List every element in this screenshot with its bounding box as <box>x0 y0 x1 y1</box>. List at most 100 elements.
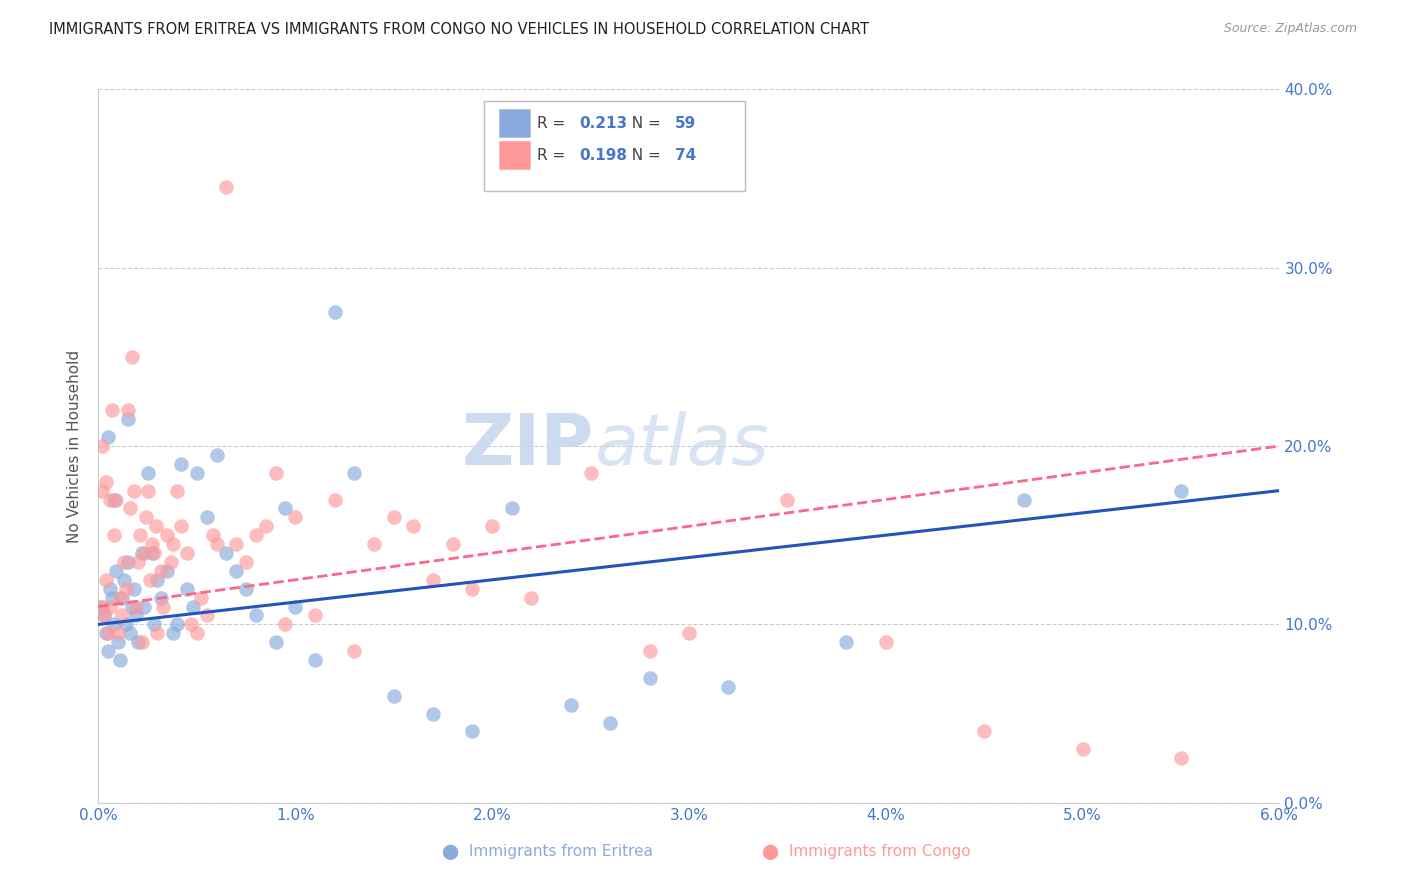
Point <box>142 546 165 560</box>
Point <box>176 546 198 560</box>
Point <box>382 510 405 524</box>
Point <box>323 492 346 507</box>
Point <box>91 439 114 453</box>
Point <box>162 537 184 551</box>
Point <box>162 626 184 640</box>
Point <box>264 635 287 649</box>
Text: 59: 59 <box>675 116 696 130</box>
Point <box>117 412 139 426</box>
Point <box>117 555 139 569</box>
Point <box>245 528 267 542</box>
Point <box>170 519 193 533</box>
Point <box>127 635 149 649</box>
Point <box>835 635 858 649</box>
Point <box>1170 483 1192 498</box>
Point <box>97 644 120 658</box>
Point <box>122 582 145 596</box>
Point <box>152 599 174 614</box>
Point <box>422 706 444 721</box>
Point <box>121 599 143 614</box>
Text: 0.213: 0.213 <box>579 116 627 130</box>
Point <box>132 546 155 560</box>
Point <box>176 582 198 596</box>
Point <box>481 519 503 533</box>
Point <box>141 546 163 560</box>
Point <box>128 528 150 542</box>
Point <box>121 350 143 364</box>
Point <box>264 466 287 480</box>
Point <box>186 466 208 480</box>
Point <box>101 591 124 605</box>
Point <box>215 180 238 194</box>
Point <box>205 537 228 551</box>
Point <box>150 591 173 605</box>
Text: IMMIGRANTS FROM ERITREA VS IMMIGRANTS FROM CONGO NO VEHICLES IN HOUSEHOLD CORREL: IMMIGRANTS FROM ERITREA VS IMMIGRANTS FR… <box>49 22 869 37</box>
Point <box>166 617 188 632</box>
Text: N =: N = <box>621 116 665 130</box>
Point <box>190 591 212 605</box>
Point <box>638 644 661 658</box>
Point <box>138 573 160 587</box>
Point <box>363 537 385 551</box>
Point <box>136 466 159 480</box>
Point <box>323 305 346 319</box>
Point <box>136 483 159 498</box>
Point <box>304 608 326 623</box>
Point <box>422 573 444 587</box>
Point <box>274 617 297 632</box>
Point <box>717 680 740 694</box>
Point <box>170 457 193 471</box>
Point <box>122 483 145 498</box>
Point <box>142 617 165 632</box>
Point <box>96 475 118 489</box>
Text: ⬤  Immigrants from Congo: ⬤ Immigrants from Congo <box>762 844 970 860</box>
Point <box>105 564 128 578</box>
Text: atlas: atlas <box>595 411 769 481</box>
Point <box>112 555 135 569</box>
Point <box>125 608 148 623</box>
Point <box>166 483 188 498</box>
Point <box>117 403 139 417</box>
Point <box>93 608 115 623</box>
Point <box>103 528 125 542</box>
Point <box>131 635 153 649</box>
Text: R =: R = <box>537 148 571 162</box>
Point <box>274 501 297 516</box>
Point <box>461 724 484 739</box>
Point <box>115 582 138 596</box>
Point <box>284 510 307 524</box>
Text: 0.198: 0.198 <box>579 148 627 162</box>
Point <box>132 599 155 614</box>
Point <box>579 466 602 480</box>
Point <box>111 591 134 605</box>
Point <box>205 448 228 462</box>
Point <box>112 573 135 587</box>
Point <box>304 653 326 667</box>
Point <box>501 501 523 516</box>
Point <box>875 635 897 649</box>
Point <box>245 608 267 623</box>
Point <box>146 626 169 640</box>
Point <box>441 537 464 551</box>
Point <box>135 510 157 524</box>
Text: 74: 74 <box>675 148 696 162</box>
Point <box>1071 742 1094 756</box>
Text: ZIP: ZIP <box>463 411 595 481</box>
Point <box>97 626 120 640</box>
Point <box>195 510 218 524</box>
Point <box>156 564 179 578</box>
Point <box>186 626 208 640</box>
Point <box>382 689 405 703</box>
Point <box>638 671 661 685</box>
Point <box>156 528 179 542</box>
Point <box>131 546 153 560</box>
Point <box>101 403 124 417</box>
Text: Source: ZipAtlas.com: Source: ZipAtlas.com <box>1223 22 1357 36</box>
Point <box>160 555 183 569</box>
Point <box>225 564 247 578</box>
Point <box>93 608 115 623</box>
Y-axis label: No Vehicles in Household: No Vehicles in Household <box>67 350 83 542</box>
Point <box>599 715 621 730</box>
Point <box>103 492 125 507</box>
Text: N =: N = <box>621 148 665 162</box>
